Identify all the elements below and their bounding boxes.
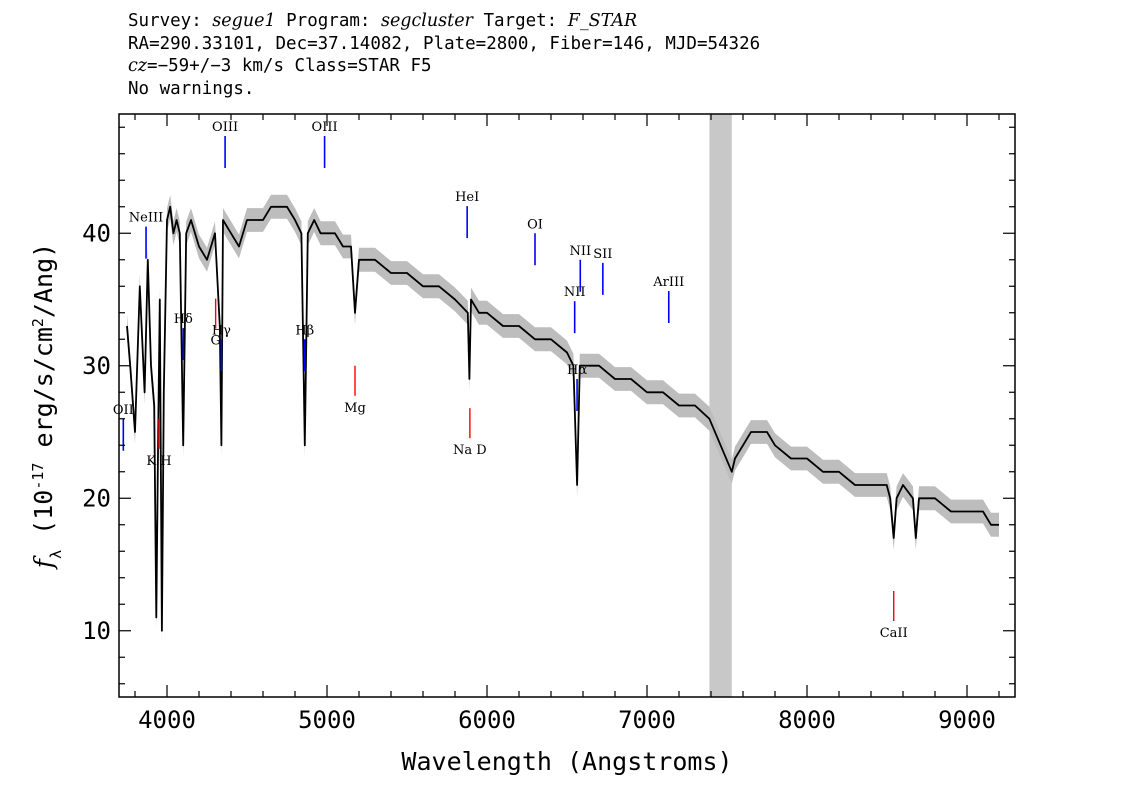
header-line-survey: Survey: segue1 Program: segcluster Targe… — [128, 10, 760, 33]
emission-line-label: Hβ — [295, 323, 314, 338]
emission-line-label: OIII — [312, 120, 338, 135]
plot-frame — [118, 113, 1016, 698]
target-value: F_STAR — [567, 11, 638, 31]
y-axis-title-part: f — [29, 555, 58, 570]
emission-line-label: NII — [569, 244, 591, 259]
y-axis-title-part: 2 — [29, 318, 47, 327]
x-tick-label: 8000 — [778, 706, 836, 734]
x-tick-label: 6000 — [458, 706, 516, 734]
y-axis-title-part: (10 — [29, 490, 58, 550]
absorption-line-label: Mg — [344, 401, 366, 416]
y-axis-title-part: erg/s/cm — [29, 327, 58, 462]
emission-line-label: Hγ — [212, 323, 231, 338]
y-axis-title: fλ (10-17 erg/s/cm2/Ang) — [29, 243, 65, 570]
y-tick-label: 20 — [82, 484, 111, 512]
absorption-line-label: G — [210, 334, 220, 349]
x-tick-label: 9000 — [938, 706, 996, 734]
x-axis-title: Wavelength (Angstroms) — [401, 747, 732, 776]
spectrum-header: Survey: segue1 Program: segcluster Targe… — [128, 10, 760, 100]
target-label: Target: — [472, 11, 568, 31]
emission-line-label: ArIII — [652, 275, 684, 290]
plot-border — [118, 113, 1016, 698]
program-label: Program: — [275, 11, 381, 31]
y-tick-label: 30 — [82, 352, 111, 380]
header-line-redshift: cz=−59+/−3 km/s Class=STAR F5 — [128, 55, 760, 78]
x-tick-label: 7000 — [618, 706, 676, 734]
emission-line-label: OIII — [212, 120, 238, 135]
y-tick-label: 10 — [82, 617, 111, 645]
ticks-layer: 4000 5000 6000 7000 8000 9000 10 20 30 40 — [82, 114, 1015, 734]
header-line-coordinates: RA=290.33101, Dec=37.14082, Plate=2800, … — [128, 33, 761, 54]
y-axis-title-part: λ — [47, 550, 65, 559]
x-tick-label: 4000 — [138, 706, 196, 734]
cz-unit-class: km/s Class=STAR F5 — [231, 56, 432, 76]
absorption-line-label: K H — [146, 454, 171, 469]
emission-line-label: OII — [113, 403, 134, 418]
y-axis-title-part: -17 — [29, 463, 47, 490]
emission-line-label: OI — [527, 217, 543, 232]
emission-line-label: SII — [593, 247, 612, 262]
y-axis-title-group: fλ (10-17 erg/s/cm2/Ang) — [29, 243, 65, 570]
error-band — [127, 194, 999, 643]
survey-label: Survey: — [128, 11, 213, 31]
emission-line-label: NeIII — [129, 211, 163, 226]
emission-line-label: Hδ — [174, 312, 193, 327]
emission-line-label: Hα — [567, 363, 587, 378]
cz-label: cz — [128, 56, 148, 76]
emission-line-label: HeI — [455, 190, 479, 205]
header-line-warnings: No warnings. — [128, 78, 255, 99]
masked-region-layer — [709, 114, 732, 697]
absorption-line-label: CaII — [880, 626, 908, 641]
masked-region — [709, 114, 732, 697]
spectrum-layer — [126, 194, 999, 643]
emission-line-label: NII — [564, 285, 586, 300]
cz-value: =−59+/−3 — [147, 56, 232, 76]
absorption-line-label: Na D — [453, 443, 487, 458]
survey-value: segue1 — [212, 11, 276, 31]
y-axis-title-text: fλ (10-17 erg/s/cm2/Ang) — [29, 243, 65, 570]
y-tick-label: 40 — [82, 219, 111, 247]
y-axis-title-part: /Ang) — [29, 243, 58, 318]
flux-series-line — [126, 205, 999, 632]
program-value: segcluster — [380, 11, 473, 31]
x-tick-label: 5000 — [298, 706, 356, 734]
